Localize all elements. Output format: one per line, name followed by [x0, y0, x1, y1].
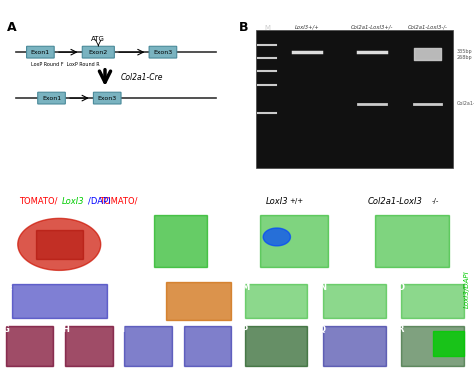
FancyBboxPatch shape	[82, 46, 114, 58]
Text: LoxI3/DAPI: LoxI3/DAPI	[464, 271, 470, 308]
Text: I: I	[121, 325, 125, 334]
Text: Col2a1-LoxI3: Col2a1-LoxI3	[367, 197, 422, 206]
Polygon shape	[323, 284, 386, 318]
Text: F: F	[124, 283, 130, 292]
Text: Exon3: Exon3	[98, 96, 117, 100]
Polygon shape	[166, 282, 231, 321]
Text: H: H	[62, 325, 69, 334]
Bar	[255, 30, 453, 168]
Polygon shape	[245, 284, 307, 318]
Text: G: G	[3, 325, 10, 334]
Text: 268bp: 268bp	[456, 55, 472, 60]
Text: LoxI3: LoxI3	[62, 197, 84, 206]
Text: E: E	[6, 283, 11, 292]
Polygon shape	[65, 326, 113, 366]
Polygon shape	[263, 228, 291, 246]
Polygon shape	[18, 219, 100, 270]
Polygon shape	[65, 326, 113, 366]
Polygon shape	[36, 230, 83, 259]
Text: ATG: ATG	[91, 36, 105, 42]
Polygon shape	[245, 326, 307, 366]
Text: Col2a1-LoxI3+/-: Col2a1-LoxI3+/-	[351, 25, 393, 30]
Text: -/-: -/-	[431, 198, 439, 204]
Polygon shape	[154, 215, 207, 267]
Text: N: N	[319, 283, 326, 292]
Text: Exon3: Exon3	[153, 50, 173, 55]
Text: L: L	[357, 213, 362, 222]
Polygon shape	[184, 326, 231, 366]
Text: Q: Q	[319, 325, 326, 334]
Text: J: J	[181, 325, 184, 334]
Polygon shape	[323, 326, 386, 366]
Polygon shape	[124, 326, 172, 366]
Text: M: M	[241, 283, 249, 292]
Text: B: B	[239, 21, 249, 34]
Polygon shape	[432, 331, 464, 356]
Polygon shape	[401, 284, 464, 318]
Text: TOMATO/: TOMATO/	[19, 197, 57, 206]
Text: D: D	[124, 213, 131, 222]
Text: LoxI3+/+: LoxI3+/+	[294, 25, 319, 30]
Text: LoxI3: LoxI3	[265, 197, 288, 206]
Text: O: O	[397, 283, 404, 292]
Text: /DAPI: /DAPI	[88, 197, 110, 206]
Polygon shape	[260, 215, 328, 267]
Text: P: P	[241, 325, 247, 334]
Polygon shape	[6, 326, 53, 366]
FancyBboxPatch shape	[27, 46, 54, 58]
Text: 335bp: 335bp	[456, 49, 472, 54]
Text: Exon1: Exon1	[42, 96, 61, 100]
Text: Exon1: Exon1	[31, 50, 50, 55]
FancyBboxPatch shape	[149, 46, 177, 58]
Polygon shape	[401, 326, 464, 366]
Text: Col2a1-LoxI3-/-: Col2a1-LoxI3-/-	[408, 25, 447, 30]
Text: K: K	[243, 213, 249, 222]
FancyBboxPatch shape	[38, 92, 65, 104]
Text: TOMATO/: TOMATO/	[99, 197, 138, 206]
Text: R: R	[397, 325, 404, 334]
Text: Exon2: Exon2	[89, 50, 108, 55]
Text: Col2a1-Cre: Col2a1-Cre	[456, 101, 474, 106]
Text: Col2a1-Cre: Col2a1-Cre	[120, 74, 163, 83]
Text: A: A	[7, 21, 17, 34]
Text: M: M	[264, 25, 270, 30]
Text: C: C	[6, 213, 12, 222]
FancyBboxPatch shape	[93, 92, 121, 104]
Text: LoxP Round F  LoxP Round R: LoxP Round F LoxP Round R	[31, 62, 99, 67]
Polygon shape	[12, 284, 107, 318]
Polygon shape	[375, 215, 449, 267]
Text: +/+: +/+	[289, 198, 303, 204]
Polygon shape	[6, 326, 53, 366]
